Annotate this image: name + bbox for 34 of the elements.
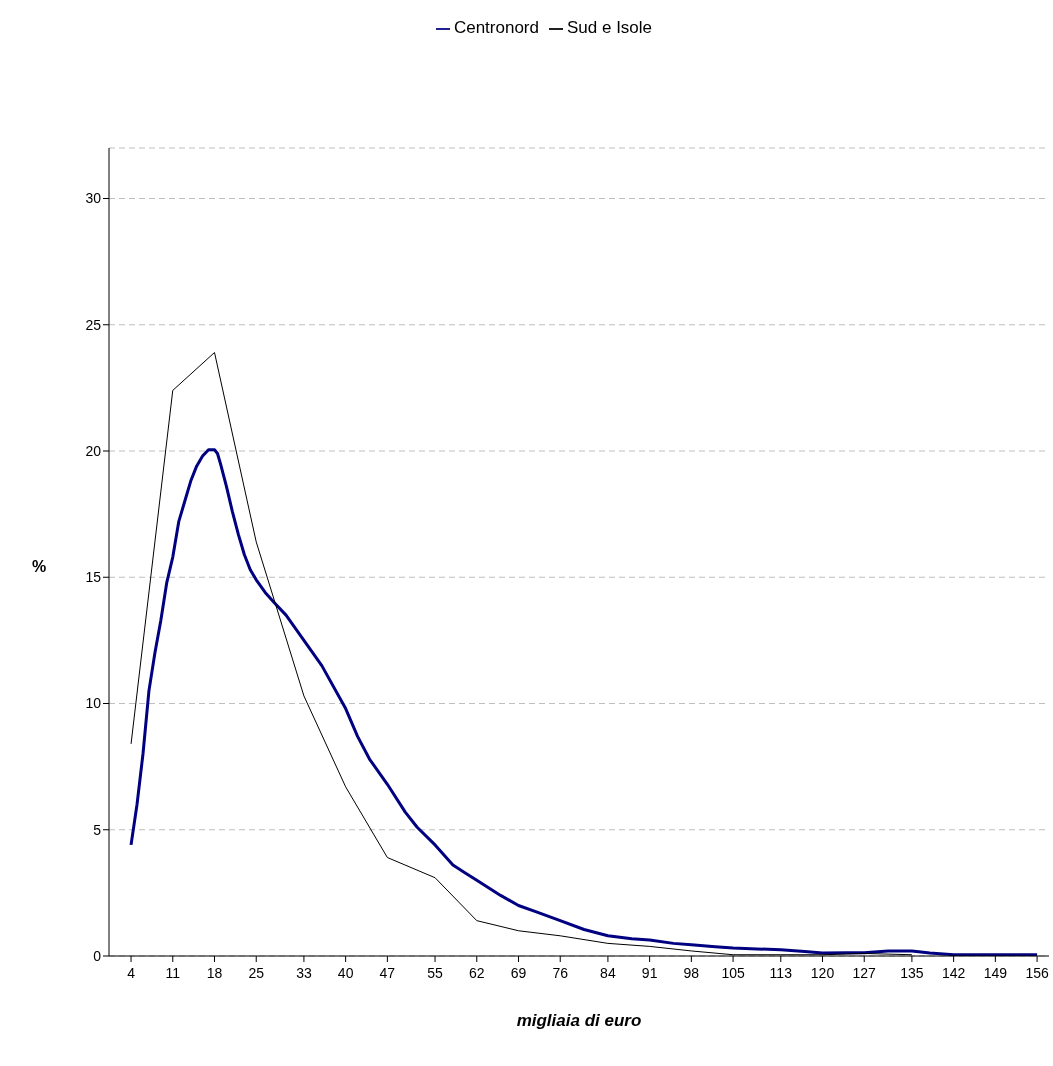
x-tick-label: 135 xyxy=(900,964,924,981)
y-tick-label: 10 xyxy=(85,695,102,712)
legend-label: Sud e Isole xyxy=(567,18,653,37)
line-series xyxy=(129,448,1039,956)
y-tick-label: 20 xyxy=(85,442,102,459)
x-tick-label: 127 xyxy=(852,964,877,981)
x-tick-label: 98 xyxy=(683,964,700,981)
x-tick-label: 91 xyxy=(641,964,658,981)
x-tick-label: 156 xyxy=(1025,964,1049,981)
x-tick-label: 18 xyxy=(206,964,223,981)
x-tick-label: 11 xyxy=(165,964,181,981)
x-tick-label: 84 xyxy=(600,964,616,981)
x-tick-label: 47 xyxy=(379,964,396,981)
x-tick-label: 4 xyxy=(127,964,136,981)
x-tick-label: 113 xyxy=(769,964,793,981)
x-tick-label: 62 xyxy=(468,964,485,981)
x-tick-label: 105 xyxy=(721,964,745,981)
y-tick-label: 0 xyxy=(93,947,102,964)
x-axis-title: migliaia di euro xyxy=(516,1011,642,1030)
y-axis-title: % xyxy=(32,558,47,576)
x-tick-label: 76 xyxy=(552,964,569,981)
x-tick-label: 142 xyxy=(941,964,966,981)
legend-label: Centronord xyxy=(453,18,539,37)
x-tick-label: 25 xyxy=(248,964,265,981)
x-tick-label: 40 xyxy=(337,964,354,981)
y-tick-label: 30 xyxy=(85,190,102,207)
x-tick-label: 120 xyxy=(810,964,835,981)
x-tick-label: 33 xyxy=(296,964,312,981)
y-tick-label: 15 xyxy=(85,569,102,586)
x-tick-label: 69 xyxy=(510,964,527,981)
x-tick-label: 55 xyxy=(427,964,444,981)
y-tick-label: 25 xyxy=(85,316,102,333)
x-tick-label: 149 xyxy=(983,964,1008,981)
y-tick-label: 5 xyxy=(93,821,102,838)
